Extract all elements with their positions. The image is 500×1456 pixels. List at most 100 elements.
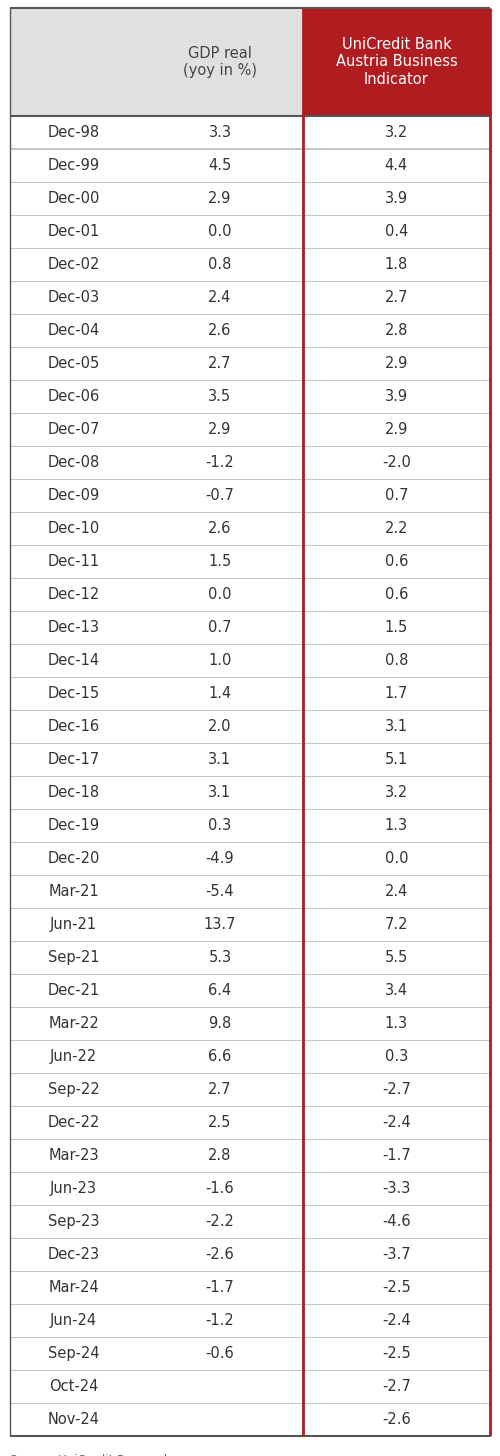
Text: Dec-00: Dec-00 xyxy=(48,191,100,205)
Text: 3.4: 3.4 xyxy=(385,983,408,997)
Text: 0.8: 0.8 xyxy=(208,258,232,272)
Text: 2.8: 2.8 xyxy=(208,1147,232,1163)
Text: 3.2: 3.2 xyxy=(385,125,408,140)
Bar xyxy=(10,711,490,743)
Bar xyxy=(10,1271,490,1305)
Text: Dec-17: Dec-17 xyxy=(48,751,100,767)
Text: -0.6: -0.6 xyxy=(206,1345,234,1361)
Text: -2.6: -2.6 xyxy=(206,1246,234,1262)
Bar xyxy=(10,578,490,612)
Text: 1.0: 1.0 xyxy=(208,652,232,668)
Text: -0.7: -0.7 xyxy=(206,488,234,502)
Text: 1.7: 1.7 xyxy=(384,686,408,700)
Bar xyxy=(10,479,490,513)
Text: Source: UniCredit Research: Source: UniCredit Research xyxy=(10,1455,171,1456)
Text: -1.7: -1.7 xyxy=(382,1147,411,1163)
Text: 5.3: 5.3 xyxy=(208,949,232,965)
Text: Dec-23: Dec-23 xyxy=(48,1246,100,1262)
Text: 3.1: 3.1 xyxy=(208,785,232,799)
Bar xyxy=(10,414,490,446)
Text: 2.7: 2.7 xyxy=(208,357,232,371)
Text: 1.3: 1.3 xyxy=(385,818,408,833)
Text: Dec-13: Dec-13 xyxy=(48,620,100,635)
Bar xyxy=(10,116,490,149)
Text: Nov-24: Nov-24 xyxy=(48,1412,100,1427)
Text: 2.8: 2.8 xyxy=(384,323,408,338)
Text: 2.6: 2.6 xyxy=(208,521,232,536)
Bar xyxy=(10,1206,490,1238)
Text: 0.6: 0.6 xyxy=(384,553,408,569)
Bar xyxy=(10,842,490,875)
Bar xyxy=(10,513,490,545)
Text: -1.6: -1.6 xyxy=(206,1181,234,1195)
Text: Dec-09: Dec-09 xyxy=(48,488,100,502)
Text: Dec-06: Dec-06 xyxy=(48,389,100,403)
Bar xyxy=(303,7,490,116)
Bar xyxy=(10,248,490,281)
Bar xyxy=(10,1008,490,1040)
Bar xyxy=(10,974,490,1008)
Text: Dec-22: Dec-22 xyxy=(48,1115,100,1130)
Text: 2.9: 2.9 xyxy=(208,191,232,205)
Bar xyxy=(10,1370,490,1404)
Text: Sep-21: Sep-21 xyxy=(48,949,100,965)
Text: UniCredit Bank
Austria Business
Indicator: UniCredit Bank Austria Business Indicato… xyxy=(336,36,458,87)
Text: 0.0: 0.0 xyxy=(208,224,232,239)
Text: 2.9: 2.9 xyxy=(384,422,408,437)
Text: 3.2: 3.2 xyxy=(385,785,408,799)
Text: 4.4: 4.4 xyxy=(385,159,408,173)
Bar xyxy=(10,644,490,677)
Text: -2.4: -2.4 xyxy=(382,1313,411,1328)
Text: -2.7: -2.7 xyxy=(382,1082,411,1096)
Bar xyxy=(10,1040,490,1073)
Text: -3.3: -3.3 xyxy=(382,1181,410,1195)
Bar xyxy=(10,810,490,842)
Text: -1.2: -1.2 xyxy=(206,1313,234,1328)
Text: Dec-99: Dec-99 xyxy=(48,159,100,173)
Text: GDP real
(yoy in %): GDP real (yoy in %) xyxy=(183,45,257,79)
Text: -2.5: -2.5 xyxy=(382,1280,411,1294)
Text: 2.9: 2.9 xyxy=(384,357,408,371)
Text: -2.5: -2.5 xyxy=(382,1345,411,1361)
Bar xyxy=(10,743,490,776)
Bar xyxy=(10,380,490,414)
Text: 1.5: 1.5 xyxy=(208,553,232,569)
Text: Dec-08: Dec-08 xyxy=(48,454,100,470)
Text: 3.1: 3.1 xyxy=(208,751,232,767)
Text: Jun-22: Jun-22 xyxy=(50,1048,97,1064)
Text: 2.7: 2.7 xyxy=(208,1082,232,1096)
Text: -2.7: -2.7 xyxy=(382,1379,411,1393)
Text: 2.2: 2.2 xyxy=(384,521,408,536)
Text: 0.7: 0.7 xyxy=(384,488,408,502)
Bar xyxy=(10,347,490,380)
Text: 2.0: 2.0 xyxy=(208,719,232,734)
Text: 3.9: 3.9 xyxy=(385,389,408,403)
Text: 3.1: 3.1 xyxy=(385,719,408,734)
Text: 3.3: 3.3 xyxy=(208,125,232,140)
Text: Dec-10: Dec-10 xyxy=(48,521,100,536)
Text: 2.7: 2.7 xyxy=(384,290,408,304)
Bar xyxy=(10,1337,490,1370)
Text: Mar-24: Mar-24 xyxy=(48,1280,99,1294)
Text: 0.6: 0.6 xyxy=(384,587,408,601)
Text: Dec-20: Dec-20 xyxy=(48,850,100,866)
Text: 2.4: 2.4 xyxy=(384,884,408,898)
Text: Dec-16: Dec-16 xyxy=(48,719,100,734)
Text: -2.0: -2.0 xyxy=(382,454,411,470)
Text: Dec-98: Dec-98 xyxy=(48,125,100,140)
Text: -2.4: -2.4 xyxy=(382,1115,411,1130)
Text: -1.7: -1.7 xyxy=(206,1280,234,1294)
Text: Dec-04: Dec-04 xyxy=(48,323,100,338)
Text: -5.4: -5.4 xyxy=(206,884,234,898)
Text: Jun-21: Jun-21 xyxy=(50,917,97,932)
Text: 1.3: 1.3 xyxy=(385,1016,408,1031)
Bar xyxy=(10,1305,490,1337)
Text: 2.4: 2.4 xyxy=(208,290,232,304)
Text: Jun-24: Jun-24 xyxy=(50,1313,97,1328)
Text: Dec-12: Dec-12 xyxy=(48,587,100,601)
Text: 1.8: 1.8 xyxy=(385,258,408,272)
Bar xyxy=(10,776,490,810)
Bar xyxy=(10,149,490,182)
Bar xyxy=(10,7,303,116)
Text: 0.0: 0.0 xyxy=(384,850,408,866)
